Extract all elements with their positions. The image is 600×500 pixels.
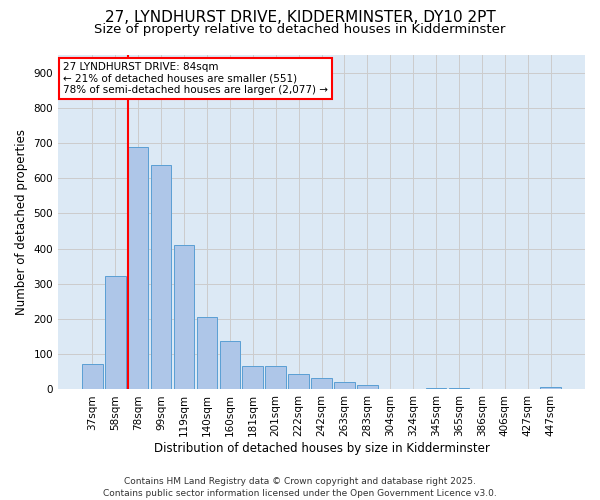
Bar	[105, 276, 125, 390]
Bar	[197, 316, 217, 390]
Text: Contains HM Land Registry data © Crown copyright and database right 2025.
Contai: Contains HM Land Registry data © Crown c…	[103, 476, 497, 498]
Bar	[220, 341, 240, 390]
Bar	[334, 382, 355, 390]
Y-axis label: Number of detached properties: Number of detached properties	[15, 129, 28, 315]
Text: Size of property relative to detached houses in Kidderminster: Size of property relative to detached ho…	[94, 22, 506, 36]
Bar	[426, 388, 446, 390]
Bar	[173, 245, 194, 390]
Bar	[242, 366, 263, 390]
Bar	[151, 165, 172, 390]
Bar	[357, 385, 377, 390]
Bar	[541, 387, 561, 390]
X-axis label: Distribution of detached houses by size in Kidderminster: Distribution of detached houses by size …	[154, 442, 490, 455]
Bar	[311, 378, 332, 390]
Bar	[82, 364, 103, 390]
Text: 27, LYNDHURST DRIVE, KIDDERMINSTER, DY10 2PT: 27, LYNDHURST DRIVE, KIDDERMINSTER, DY10…	[104, 10, 496, 25]
Bar	[449, 388, 469, 390]
Bar	[265, 366, 286, 390]
Bar	[288, 374, 309, 390]
Bar	[128, 147, 148, 390]
Text: 27 LYNDHURST DRIVE: 84sqm
← 21% of detached houses are smaller (551)
78% of semi: 27 LYNDHURST DRIVE: 84sqm ← 21% of detac…	[64, 62, 328, 95]
